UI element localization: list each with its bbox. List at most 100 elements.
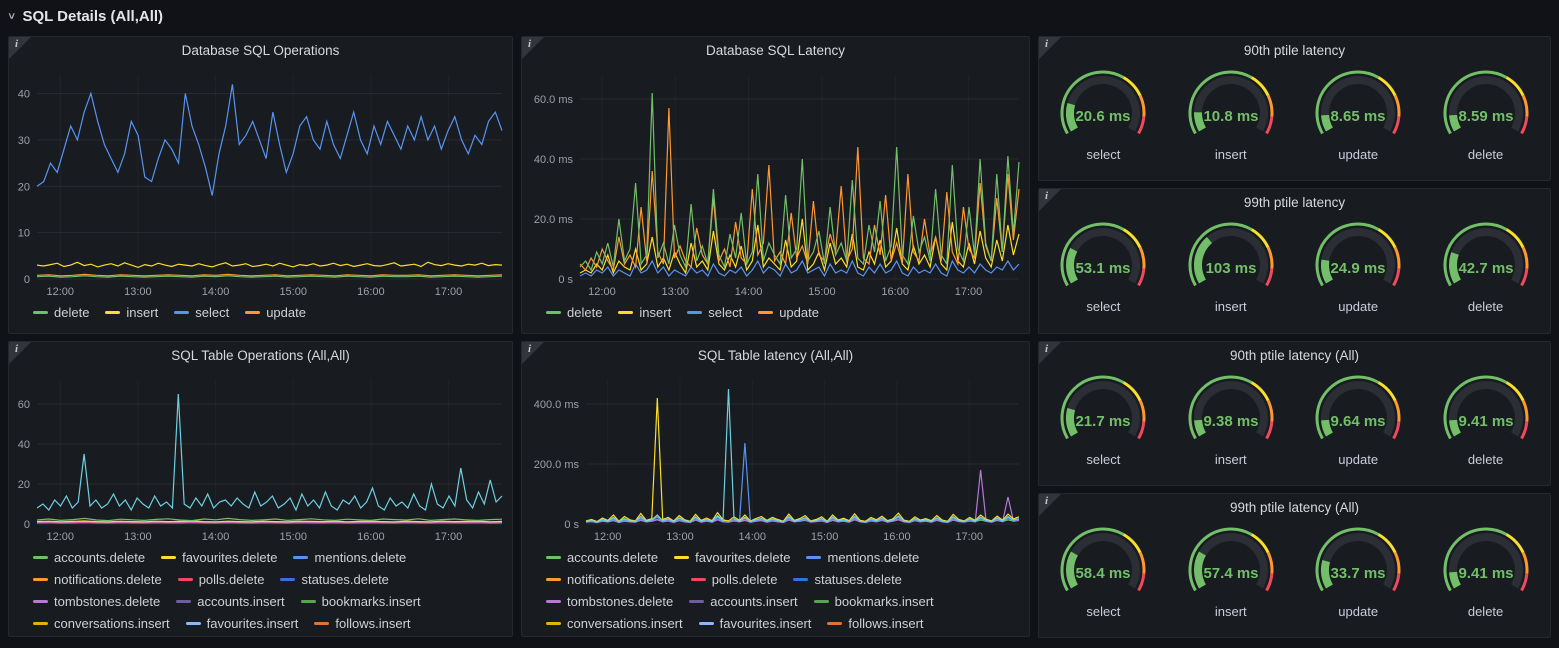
gauge-label: insert [1214,147,1247,162]
legend-item-favourites.delete[interactable]: favourites.delete [161,550,277,565]
gauge-row: 53.1 ms select 103 ms insert 24.9 ms update 42… [1039,217,1550,314]
panel-info-icon[interactable] [1039,494,1061,516]
legend-item-delete[interactable]: delete [33,305,89,320]
legend-item-polls.delete[interactable]: polls.delete [177,572,264,587]
legend-label: statuses.delete [814,572,902,587]
panel-database-sql-latency: i Database SQL Latency 0 s 20.0 ms 40.0 ms… [521,36,1030,334]
database-sql-latency-chart[interactable]: 0 s 20.0 ms 40.0 ms 60.0 ms 12:00 13:00 14:00 1… [522,65,1029,301]
panel-info-icon[interactable] [1039,37,1061,59]
svg-text:10: 10 [18,228,30,240]
panel-title[interactable]: Database SQL Operations [181,43,340,58]
legend-item-accounts.delete[interactable]: accounts.delete [33,550,145,565]
gauge-label: insert [1214,604,1247,619]
panel-info-icon[interactable] [522,37,544,59]
legend-item-tombstones.delete[interactable]: tombstones.delete [546,594,673,609]
legend-item-bookmarks.insert[interactable]: bookmarks.insert [813,594,934,609]
info-icon-glyph: i [1045,190,1049,202]
legend-color-mark [176,600,192,603]
gauge-select: 20.6 ms select [1040,67,1166,162]
legend-item-notifications.delete[interactable]: notifications.delete [33,572,162,587]
legend-color-mark [185,622,201,625]
legend-item-mentions.delete[interactable]: mentions.delete [806,550,919,565]
legend-label: follows.insert [848,616,924,631]
panel-info-icon[interactable] [522,342,544,364]
legend-item-accounts.insert[interactable]: accounts.insert [176,594,285,609]
legend-item-follows.insert[interactable]: follows.insert [827,616,924,631]
legend-label: select [195,305,230,320]
svg-text:16:00: 16:00 [883,531,911,543]
legend-item-conversations.insert[interactable]: conversations.insert [33,616,170,631]
legend-item-select[interactable]: select [687,305,742,320]
panel-info-icon[interactable] [9,342,31,364]
panel-title[interactable]: SQL Table Operations (All,All) [171,348,350,363]
gauge-label: delete [1467,299,1504,314]
dashboard-row-header[interactable]: > SQL Details (All,All) [5,2,163,30]
database-sql-operations-chart[interactable]: 0 10 20 30 40 12:00 13:00 14:00 15:00 16:00 17:00 [9,65,512,301]
legend-item-polls.delete[interactable]: polls.delete [690,572,777,587]
legend-item-statuses.delete[interactable]: statuses.delete [280,572,389,587]
legend-item-statuses.delete[interactable]: statuses.delete [793,572,902,587]
panel-database-sql-operations: i Database SQL Operations 0 10 20 30 40 12:00… [8,36,513,334]
sql-table-operations-chart[interactable]: 0 20 40 60 12:00 13:00 14:00 15:00 16:00 17:00 [9,370,512,546]
panel-title[interactable]: 99th ptile latency [1243,195,1346,210]
panel-title[interactable]: 90th ptile latency [1243,43,1346,58]
svg-text:15:00: 15:00 [279,531,307,543]
gauge-value: 21.7 ms [1076,413,1131,430]
legend-item-insert[interactable]: insert [105,305,158,320]
gauge-value: 24.9 ms [1331,260,1386,277]
svg-text:0: 0 [24,519,30,531]
gauge-value: 58.4 ms [1076,565,1131,582]
panel-title[interactable]: SQL Table latency (All,All) [697,348,854,363]
gauge-update: 24.9 ms update [1295,219,1421,314]
svg-text:30: 30 [18,135,30,147]
panel-info-icon[interactable] [1039,189,1061,211]
svg-text:17:00: 17:00 [435,286,463,298]
legend-item-favourites.insert[interactable]: favourites.insert [698,616,811,631]
legend-item-select[interactable]: select [174,305,229,320]
panel-info-icon[interactable] [9,37,31,59]
legend-item-notifications.delete[interactable]: notifications.delete [546,572,675,587]
panel-title[interactable]: 90th ptile latency (All) [1229,348,1360,363]
legend-label: select [708,305,743,320]
legend-color-mark [161,556,177,559]
legend-label: statuses.delete [301,572,389,587]
legend-color-mark [674,556,690,559]
gauge-label: select [1086,147,1121,162]
panel-info-icon[interactable] [1039,342,1061,364]
legend-color-mark [33,578,48,581]
legend-item-follows.insert[interactable]: follows.insert [314,616,411,631]
sql-table-latency-chart[interactable]: 0 s 200.0 ms 400.0 ms 12:00 13:00 14:00 15:00 1… [522,370,1029,546]
legend-color-mark [546,556,561,559]
legend-item-accounts.delete[interactable]: accounts.delete [546,550,658,565]
legend: delete insert select update [9,301,512,320]
gauge-insert: 10.8 ms insert [1168,67,1294,162]
legend-item-conversations.insert[interactable]: conversations.insert [546,616,683,631]
legend-item-favourites.delete[interactable]: favourites.delete [674,550,790,565]
gauge-label: update [1338,452,1379,467]
svg-text:13:00: 13:00 [124,531,152,543]
legend-item-favourites.insert[interactable]: favourites.insert [185,616,298,631]
legend-item-update[interactable]: update [758,305,819,320]
gauge-value: 9.41 ms [1458,413,1513,430]
legend-color-mark [546,622,561,625]
legend-item-insert[interactable]: insert [618,305,671,320]
gauge-value: 57.4 ms [1203,565,1258,582]
legend-item-accounts.insert[interactable]: accounts.insert [689,594,798,609]
legend-item-update[interactable]: update [245,305,306,320]
legend-item-mentions.delete[interactable]: mentions.delete [293,550,406,565]
legend-color-mark [546,311,561,314]
legend-color-mark [689,600,705,603]
panel-sql-table-latency: i SQL Table latency (All,All) 0 s 200.0 m… [521,341,1030,637]
svg-text:12:00: 12:00 [46,286,74,298]
svg-text:0 s: 0 s [558,274,573,286]
legend-item-tombstones.delete[interactable]: tombstones.delete [33,594,160,609]
panel-title[interactable]: 99th ptile latency (All) [1229,500,1360,515]
legend-item-delete[interactable]: delete [546,305,602,320]
gauge-value: 9.64 ms [1331,413,1386,430]
legend-color-mark [245,311,261,314]
gauge-label: update [1338,147,1379,162]
gauge-label: delete [1467,147,1504,162]
legend-item-bookmarks.insert[interactable]: bookmarks.insert [300,594,421,609]
panel-title[interactable]: Database SQL Latency [705,43,846,58]
legend-color-mark [33,311,48,314]
